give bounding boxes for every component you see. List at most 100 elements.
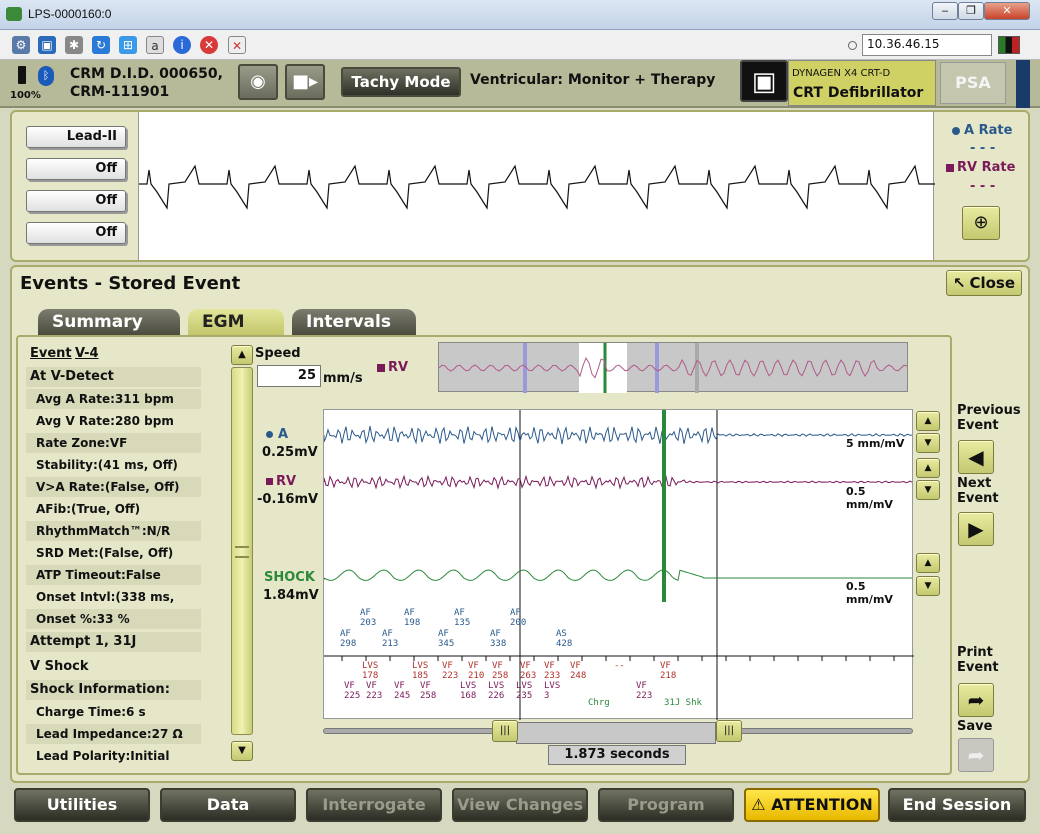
a-gain-up-button[interactable]: ▲ xyxy=(916,411,940,431)
view-changes-button[interactable]: View Changes xyxy=(452,788,588,822)
ip-radio-icon[interactable] xyxy=(848,41,857,50)
a-gain-down-button[interactable]: ▼ xyxy=(916,433,940,453)
restore-button[interactable]: ❐ xyxy=(958,2,984,20)
save-button[interactable]: ➦ xyxy=(958,738,994,772)
event-marker: LVS 235 xyxy=(516,681,532,701)
window-titlebar: LPS-0000160:0 ‒ ❐ ✕ xyxy=(0,0,1040,30)
shock-channel-name: SHOCK xyxy=(264,570,315,585)
triangle-up-icon: ▲ xyxy=(924,558,932,568)
a-rate-dot-icon xyxy=(952,127,960,135)
print-event-button[interactable]: ➦ xyxy=(958,683,994,717)
time-right-handle[interactable]: ||| xyxy=(716,720,742,742)
tab-egm[interactable]: EGM xyxy=(188,309,284,335)
event-marker: VF 233 xyxy=(544,661,560,681)
field-key: Avg A Rate: xyxy=(36,392,115,406)
close-window-button[interactable]: ✕ xyxy=(984,2,1030,20)
tab-intervals[interactable]: Intervals xyxy=(292,309,416,335)
field-value: N/R xyxy=(146,524,171,538)
field-key: Charge Time: xyxy=(36,705,127,719)
shock-gain-up-button[interactable]: ▲ xyxy=(916,553,940,573)
egm-traces xyxy=(323,410,914,720)
event-marker: VF 263 xyxy=(520,661,536,681)
ecg-panel: Lead-II Off Off Off A Rate - - - RV Rate… xyxy=(10,110,1030,262)
marker-type: LVS xyxy=(362,661,379,671)
shock-gain-down-button[interactable]: ▼ xyxy=(916,576,940,596)
marker-value: 263 xyxy=(520,671,537,681)
interrogate-button[interactable]: Interrogate xyxy=(306,788,442,822)
marker-value: 428 xyxy=(556,639,573,649)
keyboard-icon[interactable]: a xyxy=(146,36,164,54)
lead-select-4[interactable]: Off xyxy=(26,222,126,244)
magnifier-icon: ⊕ xyxy=(973,212,989,233)
shock-field: Lead Impedance:27 Ω xyxy=(26,724,201,744)
battery-percent: 100% xyxy=(10,90,41,101)
settings-icon[interactable]: ✱ xyxy=(65,36,83,54)
program-button[interactable]: Program xyxy=(598,788,734,822)
speed-label: Speed xyxy=(255,346,301,361)
scroll-track[interactable] xyxy=(231,367,253,735)
refresh-icon[interactable]: ↻ xyxy=(92,36,110,54)
speed-input[interactable]: 25 xyxy=(257,365,321,387)
event-marker: AF 203 xyxy=(360,608,376,628)
marker-value: 185 xyxy=(412,671,429,681)
summary-field: ATP Timeout:False xyxy=(26,565,201,585)
summary-field: Rate Zone:VF xyxy=(26,433,201,453)
egm-overview-strip[interactable] xyxy=(438,342,908,393)
psa-button[interactable]: PSA xyxy=(940,62,1006,104)
a-channel-value: 0.25mV xyxy=(262,445,318,460)
marker-type: AF xyxy=(360,608,371,618)
event-marker: LVS 226 xyxy=(488,681,504,701)
disconnect-icon[interactable]: ✕ xyxy=(228,36,246,54)
rv-channel-square-icon xyxy=(266,478,273,485)
rv-gain-down-button[interactable]: ▼ xyxy=(916,480,940,500)
rv-rate-square-icon xyxy=(946,164,954,172)
a-channel-dot-icon xyxy=(266,431,273,438)
shock-field: Lead Polarity:Initial xyxy=(26,746,201,766)
window-title: LPS-0000160:0 xyxy=(28,7,112,21)
a-rate-value: - - - xyxy=(970,141,996,156)
attention-button[interactable]: ⚠ ATTENTION xyxy=(744,788,880,822)
marker-type: AF xyxy=(404,608,415,618)
status-flag-icon xyxy=(998,36,1020,54)
zoom-button[interactable]: ⊕ xyxy=(962,206,1000,240)
camera-button[interactable]: ◉ xyxy=(238,64,278,100)
network-icon[interactable]: ⚙ xyxy=(12,36,30,54)
utilities-button[interactable]: Utilities xyxy=(14,788,150,822)
time-window[interactable] xyxy=(516,722,716,744)
tachy-mode-button[interactable]: Tachy Mode xyxy=(341,67,461,97)
marker-type: VF xyxy=(520,661,531,671)
end-session-button[interactable]: End Session xyxy=(888,788,1026,822)
stop-icon[interactable]: ✕ xyxy=(200,36,218,54)
data-button[interactable]: Data xyxy=(160,788,296,822)
event-marker: LVS 185 xyxy=(412,661,428,681)
minimize-button[interactable]: ‒ xyxy=(932,2,958,20)
share-arrow-icon: ➦ xyxy=(967,743,985,767)
scroll-up-button[interactable]: ▲ xyxy=(231,345,253,365)
previous-event-button[interactable]: ◀ xyxy=(958,440,994,474)
video-button[interactable]: ■▸ xyxy=(285,64,325,100)
rv-gain-up-button[interactable]: ▲ xyxy=(916,458,940,478)
field-value: 311 bpm xyxy=(114,392,174,406)
next-event-button[interactable]: ▶ xyxy=(958,512,994,546)
info-icon[interactable]: i xyxy=(173,36,191,54)
marker-value: 223 xyxy=(442,671,459,681)
lead-select-2[interactable]: Off xyxy=(26,158,126,180)
windows-icon[interactable]: ⊞ xyxy=(119,36,137,54)
close-label: Close xyxy=(969,274,1015,292)
save-disk-button[interactable]: ▣ xyxy=(740,60,788,102)
lead-select-1[interactable]: Lead-II xyxy=(26,126,126,148)
ip-input[interactable]: 10.36.46.15 xyxy=(862,34,992,56)
field-key: Lead Impedance: xyxy=(36,727,152,741)
event-marker: VF 258 xyxy=(420,681,436,701)
rv-legend-square-icon xyxy=(377,364,385,372)
tab-summary[interactable]: Summary xyxy=(38,309,180,335)
marker-value: 135 xyxy=(454,618,471,628)
triangle-down-icon: ▼ xyxy=(924,485,932,495)
fullscreen-icon[interactable]: ▣ xyxy=(38,36,56,54)
time-left-handle[interactable]: ||| xyxy=(492,720,518,742)
field-value: (True, Off) xyxy=(71,502,141,516)
scroll-down-button[interactable]: ▼ xyxy=(231,741,253,761)
rv-scale: 0.5 mm/mV xyxy=(846,485,893,511)
close-events-button[interactable]: ↖ Close xyxy=(946,270,1022,296)
lead-select-3[interactable]: Off xyxy=(26,190,126,212)
